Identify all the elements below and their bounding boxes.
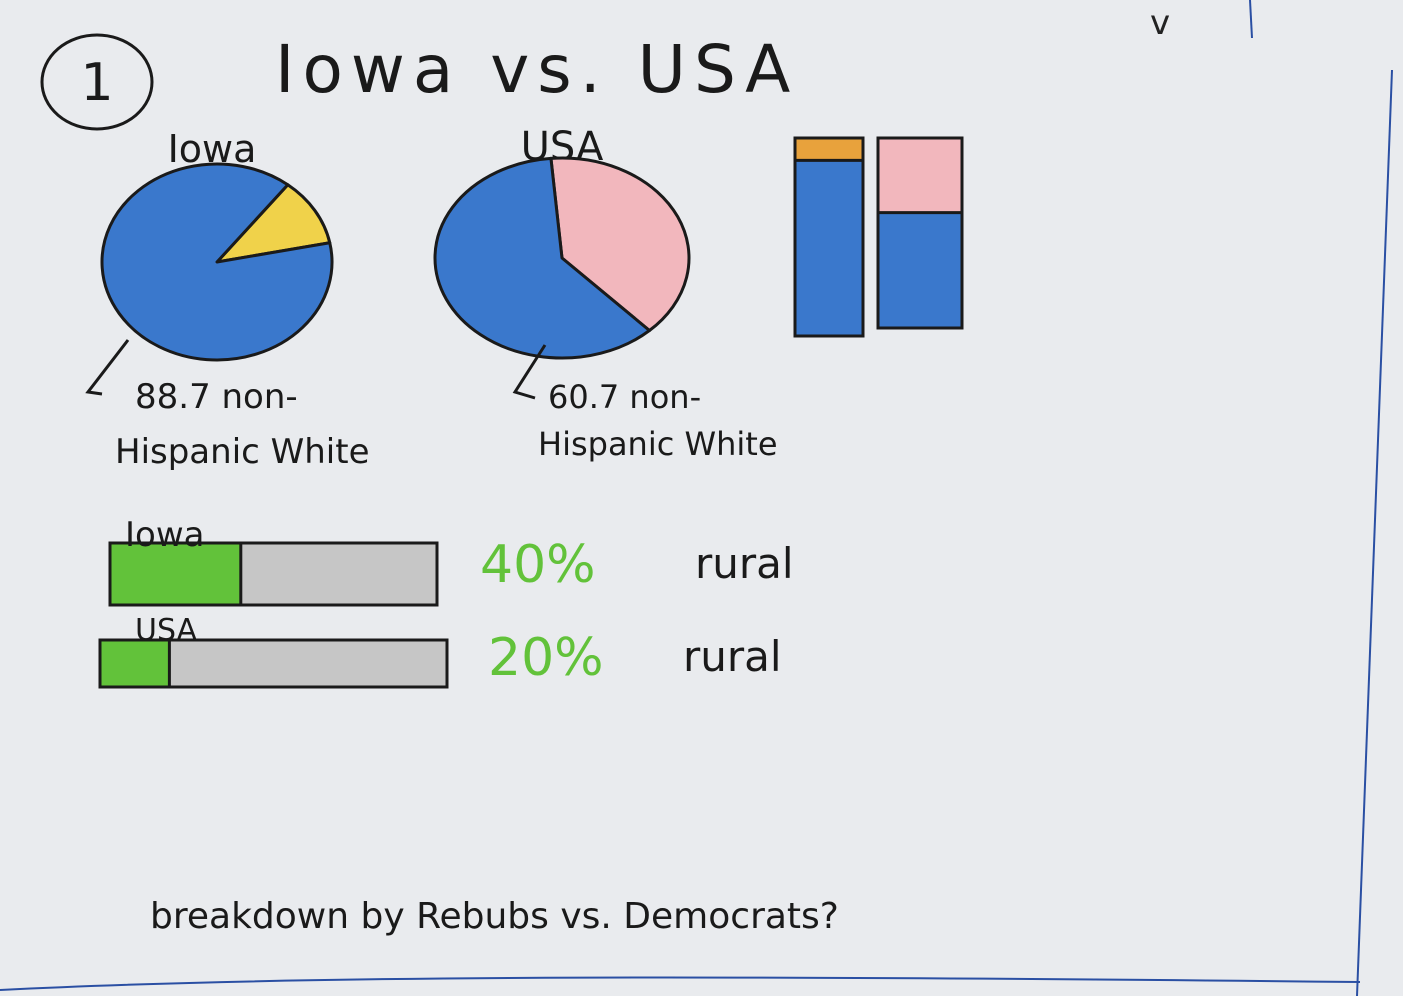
usa-pie-leader-line [512, 344, 547, 400]
hbar-0-value-label: 40% [480, 535, 596, 595]
bottom-margin-line [0, 976, 1361, 991]
iowa-pie-chart [100, 162, 334, 362]
vbar-0-white [795, 160, 863, 336]
usa-pie-chart [433, 156, 691, 360]
usa-pie-slice-nonwhite [433, 156, 651, 360]
iowa-annotation-line-1: 88.7 non- [135, 377, 298, 417]
vbar-1-outline [876, 136, 964, 330]
hbar-0-suffix: rural [695, 539, 794, 588]
hbar-0-rural [110, 543, 241, 605]
vbar-0-nonwhite [795, 138, 863, 161]
corner-mark: v [1150, 3, 1170, 43]
hbar-1-urban [169, 640, 447, 687]
hbar-0-outline [108, 541, 439, 607]
hbar-1-label: USA [135, 613, 198, 648]
vertical-stacked-bars [793, 136, 964, 338]
iowa-pie-leader-line [85, 339, 130, 396]
iowa-annotation-line-2: Hispanic White [115, 432, 370, 472]
page-title: Iowa vs. USA [275, 31, 798, 108]
top-margin-tick [1249, 0, 1253, 39]
hbar-1-suffix: rural [683, 632, 782, 681]
hbar-0-urban [240, 543, 437, 605]
vbar-1-white [878, 212, 962, 328]
hbar-1-value-label: 20% [488, 628, 604, 688]
usa-annotation-line-2: Hispanic White [538, 425, 778, 463]
iowa-pie-slice-white [215, 183, 332, 264]
vbar-0-outline [793, 136, 865, 338]
page-number: 1 [80, 53, 113, 113]
rural-horizontal-bars: Iowa 40% rural USA 20% rural [98, 515, 794, 689]
usa-annotation-line-1: 60.7 non- [548, 378, 701, 416]
right-margin-line [1356, 69, 1393, 996]
iowa-pie-annotation: 88.7 non- Hispanic White [115, 377, 370, 472]
hbar-1-outline [98, 638, 449, 689]
hbar-1-rural [100, 640, 170, 687]
usa-pie-annotation: 60.7 non- Hispanic White [538, 378, 778, 463]
vbar-1-nonwhite [878, 138, 962, 213]
hbar-0-label: Iowa [125, 515, 204, 555]
iowa-pie-slice-nonwhite [100, 162, 334, 362]
usa-pie-slice-white [549, 156, 691, 333]
footer-note: breakdown by Rebubs vs. Democrats? [150, 896, 839, 937]
page-number-circle [40, 33, 154, 131]
